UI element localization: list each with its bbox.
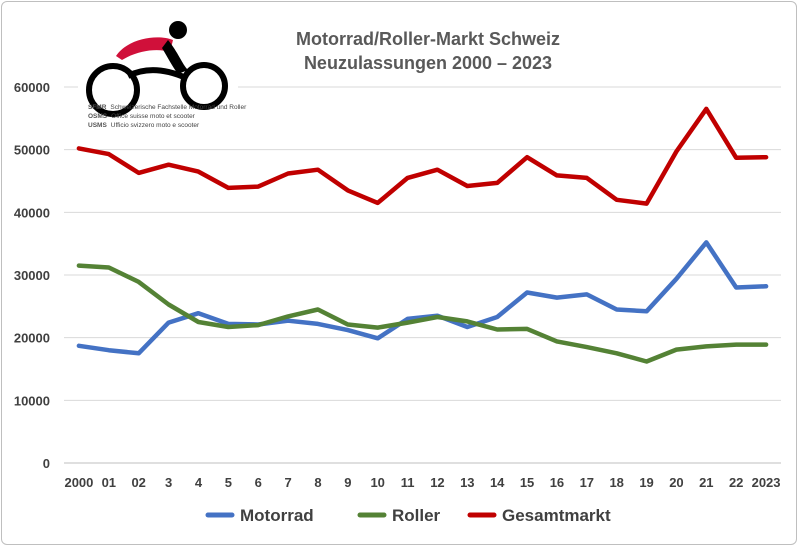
x-tick-label: 17 [580,475,594,490]
y-tick-label: 10000 [14,393,50,408]
logo-line-1: SFMR Schweizerische Fachstelle Motorrad u… [88,104,247,111]
x-tick-label: 9 [344,475,351,490]
x-tick-label: 21 [699,475,713,490]
x-tick-label: 19 [639,475,653,490]
x-tick-label: 15 [520,475,534,490]
y-axis-ticks: 0 10000 20000 30000 40000 50000 60000 [14,80,50,471]
chart-subtitle: Neuzulassungen 2000 – 2023 [304,53,552,73]
x-tick-label: 5 [225,475,232,490]
x-tick-label: 22 [729,475,743,490]
x-tick-label: 20 [669,475,683,490]
x-tick-label: 4 [195,475,203,490]
motorbike-rider-icon [86,21,228,117]
y-tick-label: 50000 [14,143,50,158]
legend-label: Gesamtmarkt [502,506,611,525]
chart-title: Motorrad/Roller-Markt Schweiz [296,29,560,49]
x-tick-label: 12 [430,475,444,490]
x-tick-label: 7 [284,475,291,490]
y-tick-label: 20000 [14,331,50,346]
x-tick-label: 2023 [752,475,781,490]
sfmr-logo: SFMR Schweizerische Fachstelle Motorrad u… [78,12,246,138]
series-line-motorrad [76,240,769,356]
legend: Motorrad Roller Gesamtmarkt [205,506,611,525]
x-axis-ticks: 2000 01 02 3 4 5 6 7 8 9 10 11 12 13 14 15 16 17 18 19 20 21 2… [64,475,780,490]
x-tick-label: 18 [609,475,623,490]
legend-label: Motorrad [240,506,314,525]
x-tick-label: 14 [490,475,505,490]
y-tick-label: 30000 [14,268,50,283]
series-line-roller [76,263,769,364]
series-line-gesamtmarkt [76,106,769,206]
x-tick-label: 11 [401,475,415,490]
x-tick-label: 3 [165,475,172,490]
x-tick-label: 6 [255,475,262,490]
series-lines [76,106,769,364]
x-tick-label: 01 [102,475,116,490]
y-tick-label: 40000 [14,205,50,220]
logo-line-3: USMS Ufficio svizzero moto e scooter [88,122,200,129]
x-tick-label: 16 [550,475,564,490]
y-tick-label: 0 [43,456,50,471]
gridlines [64,86,781,464]
x-tick-label: 10 [370,475,384,490]
logo-line-2: OSMS Office suisse moto et scooter [88,113,195,120]
x-tick-label: 8 [314,475,321,490]
x-tick-label: 2000 [64,475,93,490]
x-tick-label: 13 [460,475,474,490]
y-tick-label: 60000 [14,80,50,95]
x-tick-label: 02 [131,475,145,490]
legend-label: Roller [392,506,441,525]
